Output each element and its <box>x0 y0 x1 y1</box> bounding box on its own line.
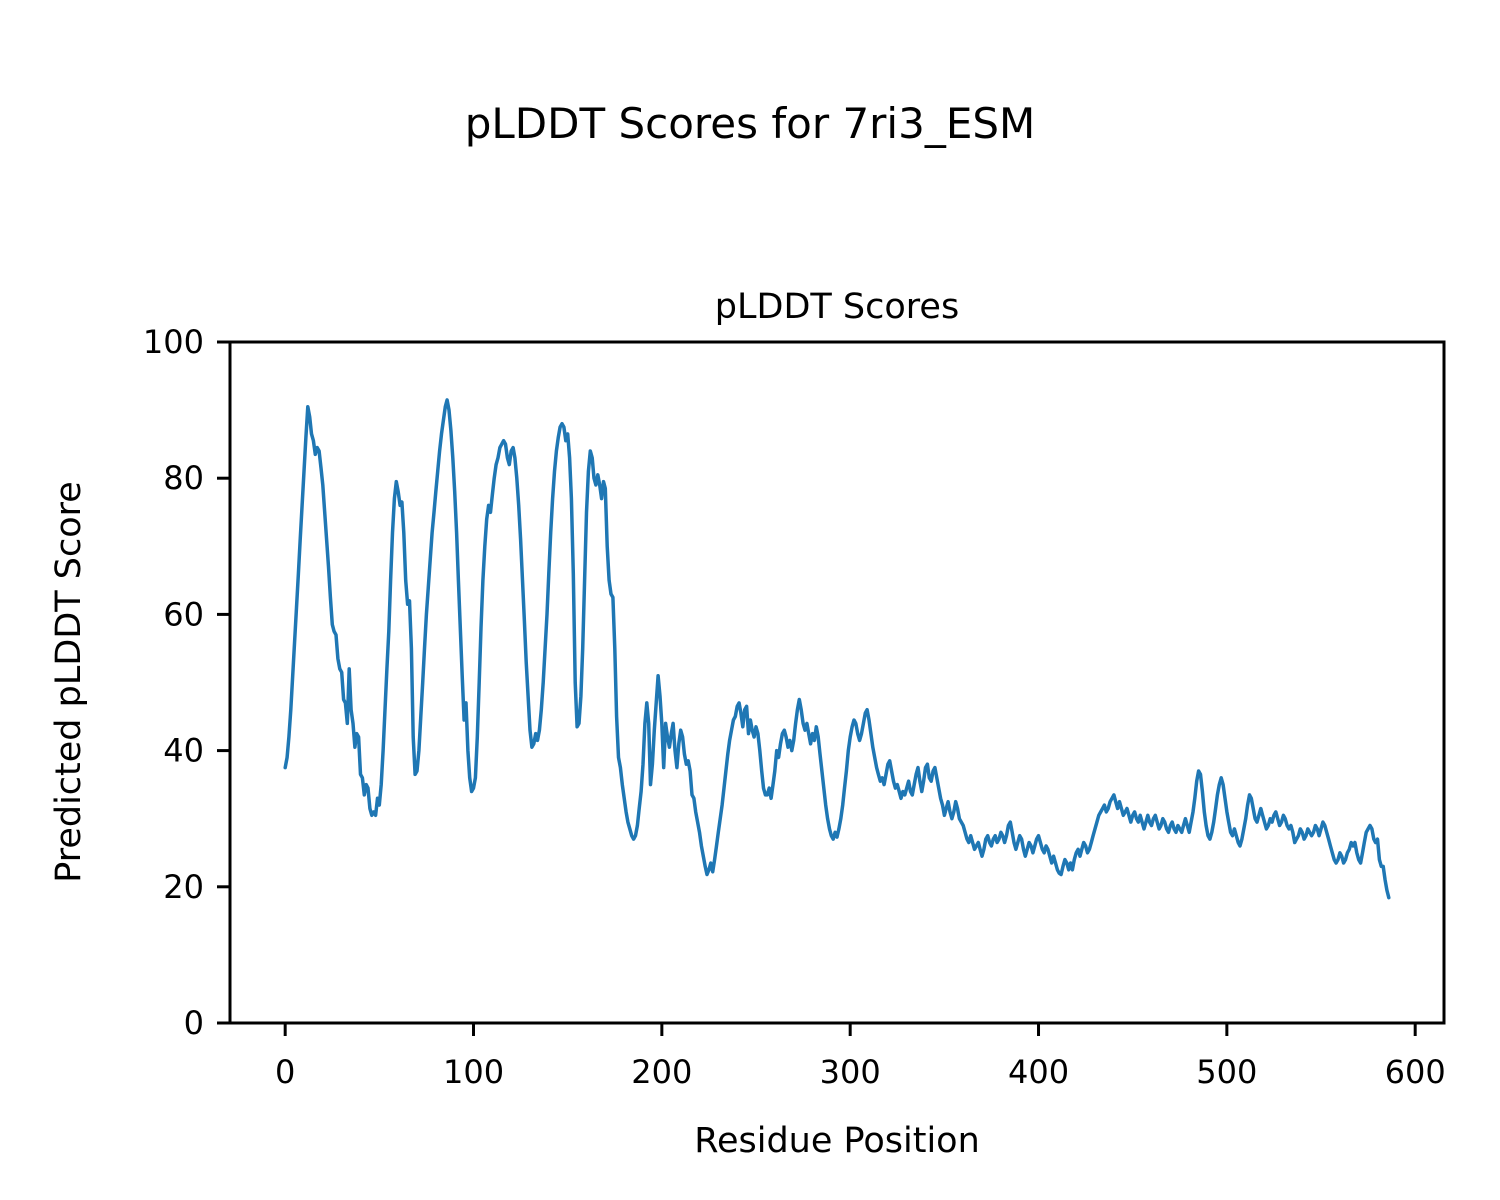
y-tick-label: 80 <box>163 459 204 497</box>
x-tick-label: 0 <box>275 1053 295 1091</box>
figure-title: pLDDT Scores for 7ri3_ESM <box>465 99 1036 148</box>
y-tick-label: 100 <box>143 323 204 361</box>
x-axis-label: Residue Position <box>694 1121 980 1161</box>
axes-title: pLDDT Scores <box>715 287 959 327</box>
x-tick-label: 300 <box>820 1053 881 1091</box>
y-tick-label: 0 <box>184 1004 204 1042</box>
x-tick-label: 200 <box>631 1053 692 1091</box>
y-axis-label: Predicted pLDDT Score <box>49 481 89 883</box>
x-tick-label: 600 <box>1385 1053 1446 1091</box>
y-tick-label: 40 <box>163 732 204 770</box>
plddt-line-path <box>283 398 1391 900</box>
x-tick-label: 500 <box>1196 1053 1257 1091</box>
plddt-line-series <box>283 398 1391 900</box>
axis-ticks: 0 100 200 300 400 500 600 0 20 40 60 80 100 <box>143 323 1446 1091</box>
y-tick-label: 60 <box>163 595 204 633</box>
y-tick-label: 20 <box>163 868 204 906</box>
x-tick-label: 100 <box>443 1053 504 1091</box>
axes-box <box>228 340 1446 1025</box>
x-tick-label: 400 <box>1008 1053 1069 1091</box>
axes-spines <box>228 340 1446 1025</box>
